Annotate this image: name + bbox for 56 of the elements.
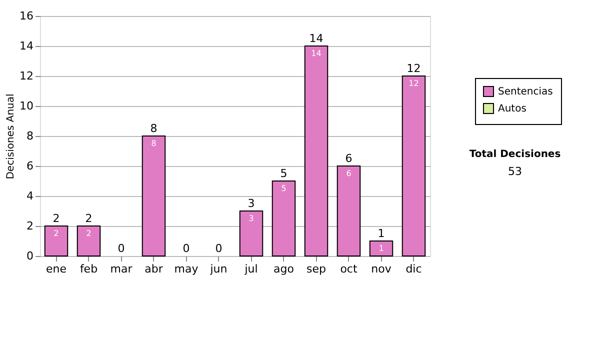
bar [402, 76, 426, 256]
y-tick-label: 10 [20, 100, 34, 112]
bar [272, 180, 296, 256]
total-label: 2 [85, 212, 92, 225]
y-tick-label: 6 [26, 160, 34, 172]
data-label: 14 [311, 49, 322, 58]
x-tick-label: ago [274, 262, 294, 276]
data-label: 2 [54, 229, 59, 238]
total-label: 0 [118, 242, 125, 255]
bar [142, 136, 166, 256]
x-tick-label: abr [144, 262, 164, 276]
data-label: 1 [378, 244, 384, 253]
x-tick-label: dic [406, 262, 422, 276]
data-label: 8 [151, 139, 156, 148]
y-axis-title: Decisiones Anual [6, 94, 17, 180]
text: 53 [508, 165, 522, 178]
total-label: 0 [182, 242, 190, 255]
legend-label: Autos [498, 104, 526, 114]
x-tick-label: mar [110, 262, 133, 276]
bar [369, 240, 394, 256]
x-tick-label: sep [306, 262, 326, 276]
bar [44, 226, 68, 256]
x-tick-label: oct [340, 262, 358, 276]
total-label: 14 [309, 32, 324, 45]
y-tick-label: 16 [20, 10, 34, 22]
y-tick-label: 8 [26, 130, 34, 142]
data-label: 6 [346, 169, 352, 178]
total-label: 3 [248, 197, 255, 210]
x-tick-label: ene [46, 262, 67, 276]
bar [239, 210, 264, 256]
y-tick-label: 0 [26, 250, 34, 262]
total-label: 12 [406, 62, 421, 75]
text: Total Decisiones [469, 149, 561, 160]
x-tick-label: feb [80, 262, 98, 276]
x-tick-label: may [174, 262, 199, 276]
x-tick-label: jun [209, 262, 228, 276]
total-label: 0 [215, 242, 222, 255]
bar [304, 46, 328, 256]
total-label: 1 [378, 227, 385, 240]
bar [76, 226, 101, 256]
legend-label: Sentencias [498, 86, 553, 98]
x-tick-label: nov [371, 262, 392, 276]
data-label: 2 [86, 229, 92, 238]
y-tick-label: 4 [26, 190, 34, 202]
data-label: 12 [408, 79, 419, 88]
y-tick-label: 12 [20, 70, 34, 82]
x-tick-label: jul [244, 262, 258, 276]
bar [336, 166, 361, 256]
total-label: 2 [52, 212, 60, 225]
data-label: 3 [248, 214, 254, 223]
total-label: 6 [345, 152, 352, 165]
total-label: 8 [150, 122, 158, 135]
y-tick-label: 2 [26, 220, 34, 232]
y-tick-label: 14 [20, 40, 34, 52]
data-label: 5 [281, 184, 286, 193]
total-label: 5 [280, 167, 288, 180]
